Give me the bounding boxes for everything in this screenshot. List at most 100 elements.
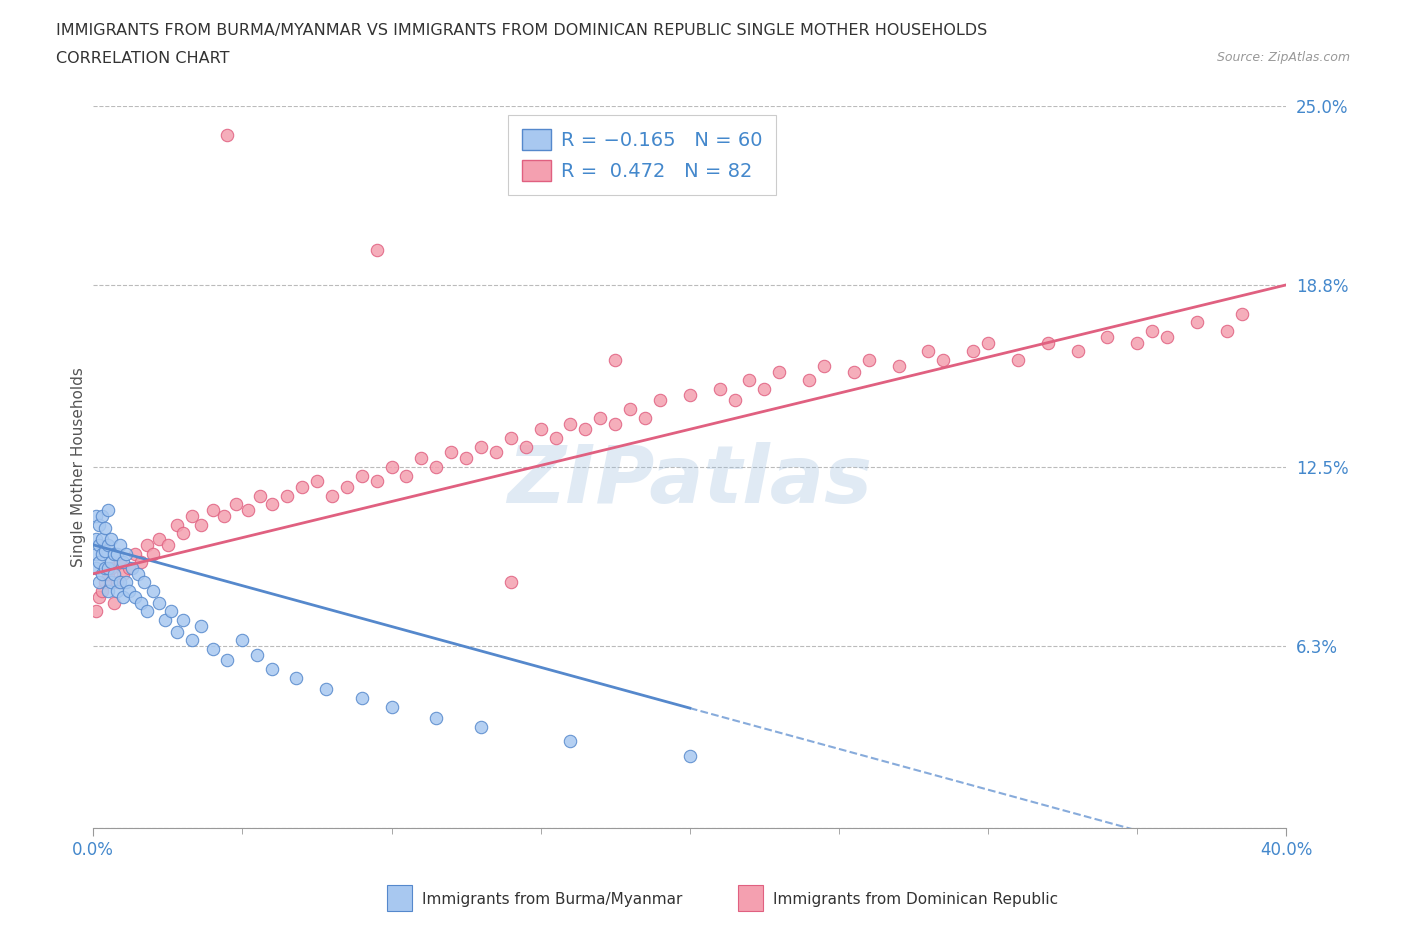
Point	[91, 509, 114, 524]
Point	[84, 604, 107, 618]
Point	[485, 445, 508, 459]
Point	[679, 387, 702, 402]
Point	[454, 451, 477, 466]
Point	[425, 459, 447, 474]
Point	[305, 474, 328, 489]
Point	[530, 422, 553, 437]
Point	[100, 532, 122, 547]
Point	[105, 584, 128, 599]
Point	[105, 546, 128, 561]
Point	[768, 364, 790, 379]
Point	[499, 575, 522, 590]
Point	[262, 497, 284, 512]
Point	[619, 402, 641, 417]
Point	[89, 517, 111, 532]
Point	[166, 517, 188, 532]
Point	[470, 720, 492, 735]
Point	[84, 509, 107, 524]
Point	[166, 624, 188, 639]
Point	[94, 520, 117, 535]
Point	[350, 468, 373, 483]
Point	[217, 653, 239, 668]
Point	[84, 546, 107, 561]
Point	[89, 590, 111, 604]
Point	[499, 431, 522, 445]
Point	[115, 546, 138, 561]
Point	[560, 734, 582, 749]
Point	[917, 344, 939, 359]
Point	[103, 595, 125, 610]
Legend: R = −0.165   N = 60, R =  0.472   N = 82: R = −0.165 N = 60, R = 0.472 N = 82	[509, 115, 776, 194]
Point	[124, 546, 146, 561]
Point	[97, 538, 120, 552]
Point	[249, 488, 271, 503]
Point	[94, 543, 117, 558]
Point	[262, 661, 284, 676]
Point	[103, 566, 125, 581]
Text: CORRELATION CHART: CORRELATION CHART	[56, 51, 229, 66]
Point	[100, 561, 122, 576]
Point	[118, 561, 141, 576]
Point	[159, 604, 181, 618]
Point	[190, 618, 212, 633]
Point	[148, 532, 170, 547]
Point	[129, 555, 152, 570]
Point	[108, 555, 131, 570]
Point	[105, 575, 128, 590]
Point	[1216, 324, 1239, 339]
Point	[103, 546, 125, 561]
Point	[276, 488, 298, 503]
Point	[238, 503, 260, 518]
Point	[111, 555, 134, 570]
Point	[135, 604, 157, 618]
Point	[180, 509, 202, 524]
Point	[589, 410, 612, 425]
Point	[214, 509, 236, 524]
Point	[723, 393, 745, 408]
Point	[142, 584, 165, 599]
Point	[977, 335, 1000, 350]
Point	[544, 431, 567, 445]
Point	[962, 344, 984, 359]
Point	[440, 445, 463, 459]
Point	[100, 575, 122, 590]
Point	[842, 364, 865, 379]
Point	[932, 352, 955, 367]
Point	[89, 538, 111, 552]
Point	[738, 373, 761, 388]
Point	[315, 682, 337, 697]
Point	[84, 561, 107, 576]
Text: ZIPatlas: ZIPatlas	[508, 443, 872, 520]
Y-axis label: Single Mother Households: Single Mother Households	[72, 367, 86, 566]
Point	[132, 575, 155, 590]
Point	[1007, 352, 1029, 367]
Point	[97, 584, 120, 599]
Point	[100, 555, 122, 570]
Point	[605, 352, 627, 367]
Point	[425, 711, 447, 725]
Point	[180, 632, 202, 647]
Point	[336, 480, 359, 495]
Point	[574, 422, 596, 437]
Point	[94, 561, 117, 576]
Point	[395, 468, 418, 483]
Point	[291, 480, 314, 495]
Point	[1036, 335, 1059, 350]
Point	[515, 439, 537, 454]
Point	[366, 243, 388, 258]
Point	[1230, 306, 1253, 321]
Point	[142, 546, 165, 561]
Point	[679, 749, 702, 764]
Point	[118, 584, 141, 599]
Point	[108, 575, 131, 590]
Point	[135, 538, 157, 552]
Point	[1142, 324, 1164, 339]
Point	[380, 699, 402, 714]
Point	[124, 590, 146, 604]
Point	[560, 416, 582, 431]
Point	[1097, 329, 1119, 344]
Point	[91, 532, 114, 547]
Point	[1126, 335, 1149, 350]
Point	[97, 503, 120, 518]
Point	[89, 555, 111, 570]
